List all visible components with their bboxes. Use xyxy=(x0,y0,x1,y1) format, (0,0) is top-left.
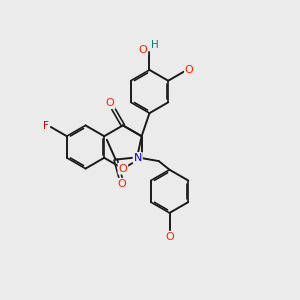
Text: O: O xyxy=(185,65,194,75)
Text: F: F xyxy=(43,122,48,131)
Text: O: O xyxy=(106,98,115,108)
Text: O: O xyxy=(118,179,127,189)
Text: H: H xyxy=(151,40,159,50)
Text: N: N xyxy=(134,153,142,163)
Text: O: O xyxy=(118,164,127,174)
Text: O: O xyxy=(165,232,174,242)
Text: O: O xyxy=(139,45,147,55)
